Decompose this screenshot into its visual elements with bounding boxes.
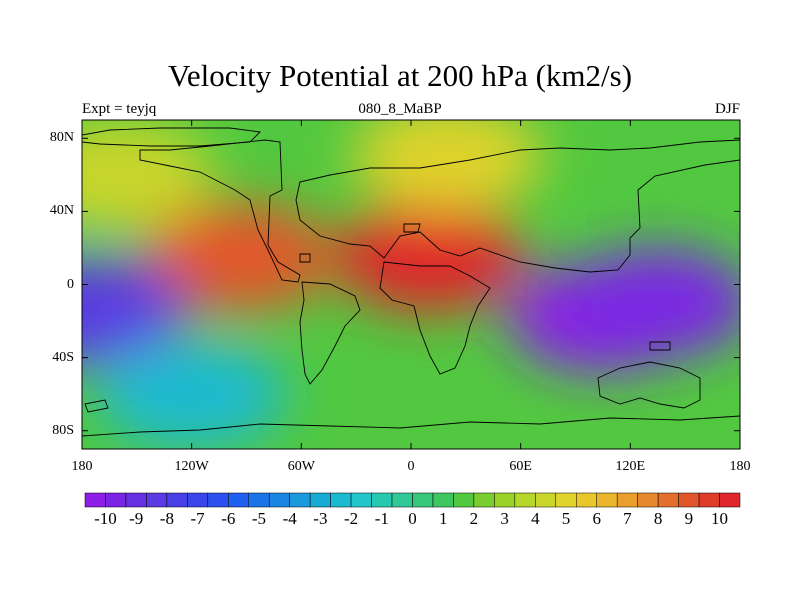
colorbar-label: -9 — [129, 509, 144, 528]
colorbar-swatch — [146, 492, 168, 508]
colorbar-swatch — [268, 492, 290, 508]
colorbar-swatch — [535, 492, 557, 508]
contour-field — [82, 120, 740, 449]
colorbar-label: 5 — [561, 509, 571, 528]
colorbar-swatch — [207, 492, 229, 508]
colorbar-label: 7 — [623, 509, 632, 528]
colorbar-swatch — [596, 492, 618, 508]
coastlines — [82, 127, 740, 437]
field-feature-5 — [82, 120, 214, 230]
field-feature-0 — [334, 202, 525, 313]
colorbar-swatch — [248, 492, 270, 508]
season-label: DJF — [714, 101, 740, 117]
colorbar-label: -10 — [94, 509, 117, 528]
lat-tick-label: 40N — [49, 203, 74, 219]
experiment-label: Expt = teyjq — [82, 101, 157, 117]
colorbar-swatch — [289, 492, 311, 508]
coastline-north-america — [139, 139, 301, 283]
colorbar-swatch — [350, 492, 372, 508]
time-period-label: 080_8_MaBP — [358, 101, 442, 117]
colorbar-label: -4 — [282, 509, 297, 528]
colorbar-swatch — [371, 492, 393, 508]
colorbar-label: -6 — [221, 509, 236, 528]
field-feature-6 — [352, 120, 543, 212]
lon-tick-label: 180 — [71, 459, 93, 474]
colorbar-label: -7 — [190, 509, 205, 528]
lon-tick-label: 60E — [509, 459, 532, 474]
colorbar-label: 9 — [684, 509, 694, 528]
colorbar-swatch — [473, 492, 495, 508]
colorbar-label: -1 — [374, 509, 389, 528]
map-title: Velocity Potential at 200 hPa (km2/s) — [167, 58, 633, 93]
colorbar-label: 2 — [469, 509, 479, 528]
colorbar-swatch — [166, 492, 188, 508]
colorbar-swatch — [228, 492, 249, 508]
field-feature-3 — [562, 247, 740, 358]
field-feature-1 — [142, 202, 333, 313]
colorbar-swatch — [330, 492, 352, 508]
colorbar-label: -2 — [344, 509, 359, 528]
colorbar — [84, 492, 741, 508]
colorbar-swatch — [657, 492, 679, 508]
colorbar-swatch — [678, 492, 700, 508]
axis-ticks — [81, 120, 741, 449]
coastline-australia — [597, 361, 701, 409]
lat-tick-label: 40S — [52, 349, 74, 365]
lon-tick-label: 120W — [174, 459, 209, 474]
colorbar-label: -3 — [313, 509, 328, 528]
colorbar-swatch — [555, 492, 577, 508]
lat-tick-label: 0 — [67, 276, 74, 292]
colorbar-swatch — [494, 492, 516, 508]
coastline-south-america — [299, 281, 361, 385]
lon-tick-label: 180 — [729, 459, 751, 474]
colorbar-swatch — [637, 492, 659, 508]
colorbar-swatch — [453, 492, 475, 508]
colorbar-label: 1 — [438, 509, 448, 528]
lon-tick-label: 120E — [615, 459, 646, 474]
colorbar-label: -5 — [251, 509, 267, 528]
field-feature-7 — [96, 339, 287, 449]
field-features — [82, 120, 740, 449]
colorbar-label: 10 — [711, 509, 729, 528]
coastline-africa — [379, 261, 491, 375]
coastline-greenland — [82, 127, 261, 147]
coastline-eurasia — [295, 139, 740, 273]
lat-tick-label: 80S — [52, 422, 74, 438]
colorbar-swatch — [391, 492, 413, 508]
lon-tick-label: 60W — [287, 459, 315, 474]
lat-tick-label: 80N — [49, 130, 74, 146]
colorbar-swatch — [719, 492, 741, 508]
colorbar-swatch — [616, 492, 638, 508]
colorbar-label: 8 — [653, 509, 663, 528]
colorbar-label: 4 — [531, 509, 540, 528]
colorbar-label: 0 — [408, 509, 417, 528]
colorbar-swatch — [514, 492, 536, 508]
colorbar-label: -8 — [159, 509, 174, 528]
lon-tick-label: 0 — [407, 459, 415, 474]
colorbar-swatch — [432, 492, 454, 508]
coastline-islands — [84, 223, 671, 413]
colorbar-swatch — [187, 492, 209, 508]
colorbar-swatch — [84, 492, 106, 508]
colorbar-label: 6 — [592, 509, 601, 528]
colorbar-label: 3 — [500, 509, 509, 528]
colorbar-swatch — [576, 492, 597, 508]
colorbar-swatch — [309, 492, 331, 508]
coastline-antarctica — [82, 415, 740, 437]
colorbar-swatch — [412, 492, 434, 508]
colorbar-swatch — [125, 492, 147, 508]
colorbar-swatch — [105, 492, 127, 508]
colorbar-swatch — [698, 492, 720, 508]
field-feature-4 — [82, 256, 187, 367]
